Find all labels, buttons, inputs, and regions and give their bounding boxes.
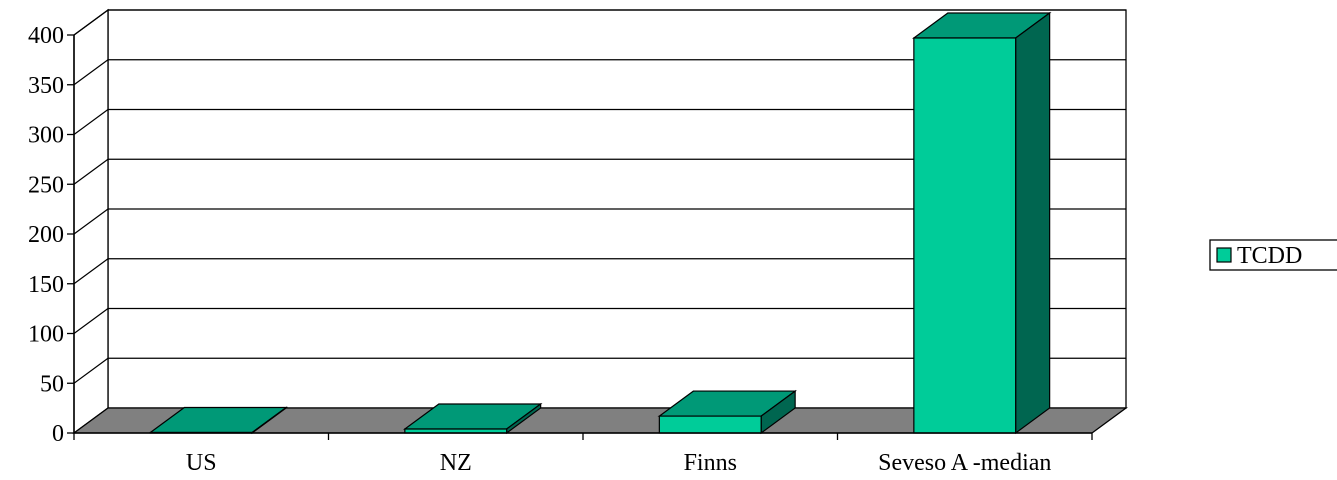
gridline [73, 357, 1126, 384]
gridline [73, 158, 1126, 185]
category-labels: US NZ Finns Seveso A -median [186, 450, 1052, 476]
gridline [73, 59, 1126, 86]
y-tick-label: 150 [28, 272, 64, 298]
gridlines [73, 9, 1126, 384]
gridline [73, 258, 1126, 285]
y-tick-labels: 0 50 100 150 200 250 300 350 400 [28, 23, 64, 447]
y-tick-label: 250 [28, 172, 64, 198]
gridline [73, 9, 1126, 36]
y-tick-label: 50 [40, 371, 64, 397]
category-label: NZ [440, 450, 472, 476]
gridline [73, 108, 1126, 135]
legend-swatch [1216, 247, 1232, 263]
gridline [73, 307, 1126, 334]
legend-label: TCDD [1237, 243, 1302, 269]
y-tick-label: 200 [28, 222, 64, 248]
category-label: Seveso A -median [878, 450, 1051, 476]
category-label: US [186, 450, 217, 476]
bar-side [1015, 11, 1051, 435]
y-tick-label: 300 [28, 123, 64, 149]
legend: TCDD [1209, 239, 1337, 271]
axes [67, 34, 1093, 440]
category-label: Finns [684, 450, 737, 476]
y-tick-label: 400 [28, 23, 64, 49]
gridline [73, 208, 1126, 235]
y-tick-label: 100 [28, 322, 64, 348]
bar [658, 415, 762, 434]
y-tick-label: 0 [52, 421, 64, 447]
y-tick-label: 350 [28, 73, 64, 99]
bar [913, 37, 1017, 434]
